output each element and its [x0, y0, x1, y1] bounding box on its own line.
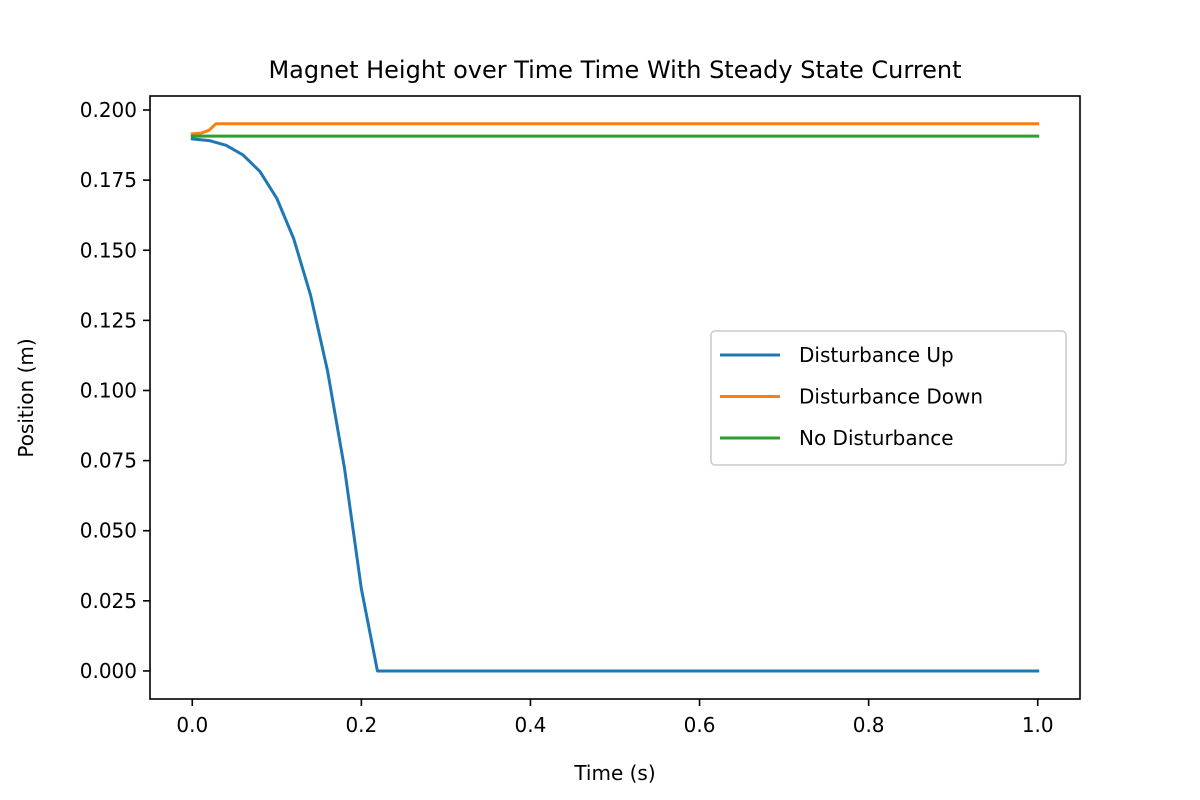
legend-label-1: Disturbance Down — [799, 385, 983, 409]
legend-box — [710, 330, 1067, 466]
legend: Disturbance Up Disturbance Down No Disturb… — [710, 330, 1067, 466]
y-tick-label: 0.000 — [80, 659, 137, 683]
x-tick-label: 0.2 — [345, 713, 377, 737]
series-line-1 — [190, 122, 1040, 136]
plot-frame — [149, 95, 1081, 700]
legend-label-0: Disturbance Up — [799, 343, 954, 367]
legend-label-2: No Disturbance — [799, 426, 954, 450]
x-tick-label: 0.6 — [684, 713, 716, 737]
y-tick-label: 0.100 — [80, 378, 137, 402]
series-layer — [190, 122, 1040, 673]
series-line-0 — [190, 137, 1040, 673]
chart-title: Magnet Height over Time Time With Steady… — [268, 56, 961, 84]
x-tick-label: 0.0 — [176, 713, 208, 737]
y-tick-label: 0.125 — [80, 308, 137, 332]
y-axis-title: Position (m) — [14, 338, 38, 457]
x-tick-label: 0.4 — [515, 713, 547, 737]
y-tick-label: 0.050 — [80, 519, 137, 543]
y-tick-label: 0.200 — [80, 98, 137, 122]
y-axis: 0.000 0.025 0.050 0.075 0.100 0.125 0.150 0.175… — [80, 98, 150, 683]
y-tick-label: 0.175 — [80, 168, 137, 192]
y-tick-label: 0.075 — [80, 449, 137, 473]
x-tick-label: 1.0 — [1022, 713, 1054, 737]
x-tick-label: 0.8 — [853, 713, 885, 737]
x-axis: 0.0 0.2 0.4 0.6 0.8 1.0 — [176, 699, 1054, 737]
y-tick-label: 0.025 — [80, 589, 137, 613]
x-axis-title: Time (s) — [573, 761, 655, 785]
y-tick-label: 0.150 — [80, 238, 137, 262]
